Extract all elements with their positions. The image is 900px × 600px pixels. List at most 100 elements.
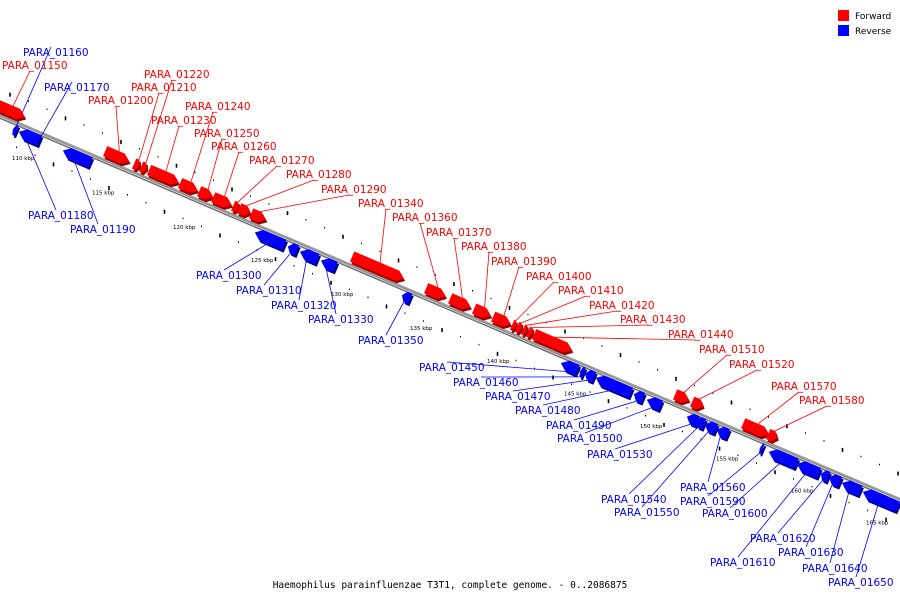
gene-para-01370[interactable] [448,293,472,312]
gene-para-01650[interactable] [862,489,900,515]
gene-label: PARA_01210 [131,82,197,94]
gene-para-01590[interactable] [758,443,767,457]
leader-line [683,354,728,393]
gene-para-01520[interactable] [690,396,705,412]
gene-para-01240[interactable] [178,178,200,196]
gene-para-01420[interactable] [521,324,529,338]
gene-para-01220[interactable] [139,161,149,176]
gene-para-01160[interactable] [12,124,21,139]
gene-para-01250[interactable] [197,186,215,203]
gene-label: PARA_01270 [249,155,315,167]
legend-forward-swatch [838,10,849,21]
leader-line [805,484,833,548]
gene-para-01580[interactable] [766,429,779,444]
backbone-highlight [0,116,900,502]
gene-arrow [197,186,213,200]
gene-arrow [828,474,843,488]
gene-para-01610[interactable] [796,461,823,481]
leader-line [165,125,180,172]
leader-line [774,405,828,432]
leader-line [379,208,387,263]
gene-para-01430[interactable] [526,326,535,341]
gene-para-01330[interactable] [320,258,340,275]
gene-para-01600[interactable] [768,449,801,472]
gene-para-01380[interactable] [472,303,493,321]
leader-line [419,222,439,288]
gene-para-01340[interactable] [350,251,406,284]
gene-para-01190[interactable] [62,148,95,170]
gene-label: PARA_01180 [28,210,94,222]
gene-label: PARA_01440 [668,329,734,341]
gene-para-01550[interactable] [704,421,720,437]
leader-line [74,161,99,225]
legend-forward-label: Forward [855,12,891,22]
gene-arrow [18,129,42,146]
gene-para-01640[interactable] [841,480,864,499]
gene-label: PARA_01430 [620,314,686,326]
backbone-line [0,114,900,500]
leader-line [145,79,173,163]
kbp-labels: 110 kbp 115 kbp 120 kbp 125 kbp 130 kbp 135 k… [12,156,889,526]
gene-label: PARA_01620 [750,533,816,545]
leader-line [628,427,699,495]
gene-para-01540[interactable] [695,417,708,432]
gene-para-01390[interactable] [491,311,513,329]
gene-arrow [579,366,586,378]
gene-para-01570[interactable] [741,418,771,440]
gene-arrow [673,389,689,403]
gene-para-01460[interactable] [579,366,588,381]
gene-label: PARA_01240 [185,101,251,113]
gene-para-01260[interactable] [211,192,233,210]
leader-line [641,431,709,508]
leader-line [614,423,691,450]
gene-para-01480[interactable] [595,375,635,401]
gene-para-01210[interactable] [132,158,142,173]
gene-para-01400[interactable] [510,319,518,334]
gene-para-01410[interactable] [515,321,524,336]
kbp-label: 165 kbp [866,520,889,526]
leader-line [260,194,350,212]
gene-label: PARA_01220 [144,69,210,81]
gene-para-01470[interactable] [584,369,598,385]
gene-para-01560[interactable] [716,426,732,442]
gene-para-01350[interactable] [401,291,414,307]
leader-line [584,407,652,434]
gene-para-01630[interactable] [828,474,844,490]
gene-arrow [584,369,597,383]
kbp-label: 160 kbp [791,488,814,494]
gene-label: PARA_01420 [589,300,655,312]
gene-para-01290[interactable] [249,208,268,225]
leader-line [35,81,73,146]
gene-para-01500[interactable] [646,397,665,414]
leader-line [446,361,568,372]
leader-line [855,504,879,578]
gene-para-01490[interactable] [633,390,647,406]
gene-para-01300[interactable] [254,230,288,253]
gene-label: PARA_01360 [392,212,458,224]
gene-para-01180[interactable] [18,129,43,148]
gene-para-01200[interactable] [103,146,131,167]
gene-para-01360[interactable] [424,283,447,302]
gene-para-01450[interactable] [560,360,582,378]
gene-para-01510[interactable] [673,389,691,406]
gene-label: PARA_01550 [614,507,680,519]
gene-label: PARA_01650 [828,577,894,589]
gene-arrow [532,329,572,353]
gene-arrow [237,203,251,216]
genome-backbone [0,114,900,503]
gene-para-01230[interactable] [147,164,181,188]
gene-para-01310[interactable] [287,243,301,258]
gene-label: PARA_01640 [802,563,868,575]
leader-line [829,491,850,564]
gene-arrow [448,293,471,310]
gene-arrow [521,324,528,336]
gene-para-01620[interactable] [820,470,832,485]
gene-para-01440[interactable] [532,329,574,356]
gene-para-01280[interactable] [237,203,252,219]
gene-para-01320[interactable] [299,249,321,267]
gene-label: PARA_01500 [557,433,623,445]
gene-arrow [716,426,731,440]
gene-arrow [62,148,93,168]
gene-para-01150[interactable] [0,100,27,122]
